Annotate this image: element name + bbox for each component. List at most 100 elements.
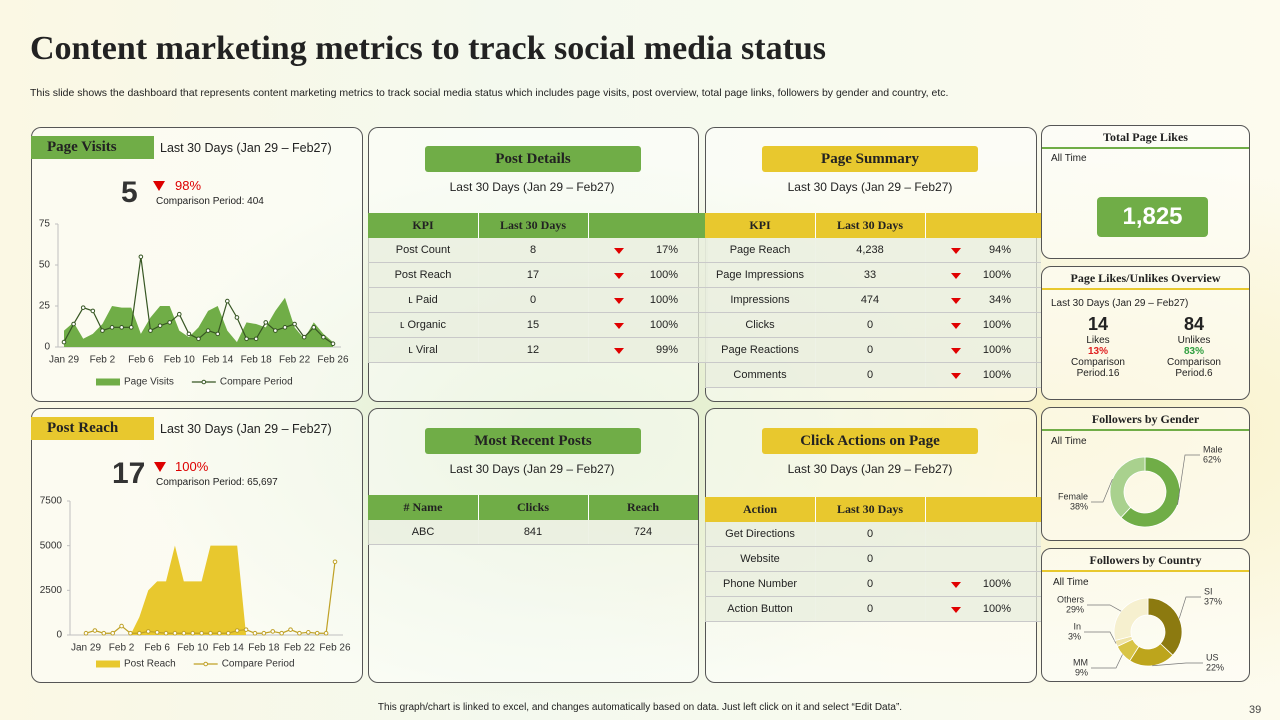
down-arrow	[951, 248, 961, 254]
table-cell: Page Reach	[729, 244, 791, 256]
down-arrow	[614, 248, 624, 254]
change: 100%	[175, 459, 209, 474]
divider	[1042, 429, 1249, 431]
unlikes-label: Unlikes	[1177, 335, 1211, 346]
down-arrow	[951, 582, 961, 588]
change-cell: 17%	[655, 244, 678, 256]
table-cell: ʟ Viral	[408, 344, 438, 356]
table-cell: 0	[866, 578, 874, 590]
down-arrow	[951, 323, 961, 329]
table-header-row	[705, 213, 1041, 238]
unlikes-change: 83%	[1183, 346, 1204, 357]
table-cell: ʟ Organic	[399, 319, 446, 331]
table-cell: 12	[526, 344, 540, 356]
table-header-cell: Action	[743, 502, 777, 516]
table-cell: 474	[860, 294, 880, 306]
table-cell: Get Directions	[725, 528, 795, 540]
table-row	[705, 288, 1041, 313]
down-arrow	[951, 273, 961, 279]
table-cell: Post Reach	[394, 269, 452, 281]
change-cell: 100%	[982, 319, 1011, 331]
table-cell: 0	[866, 553, 874, 565]
panel-title: Page Likes/Unlikes Overview	[1070, 271, 1221, 285]
country-panel: Followers by Country All Time	[1041, 548, 1250, 682]
table-cell: Post Count	[395, 244, 451, 256]
title: Content marketing metrics to track socia…	[30, 30, 827, 67]
table-header-row	[368, 213, 708, 238]
gender-panel: Followers by Gender All Time	[1041, 407, 1250, 541]
table-row	[368, 338, 708, 363]
period: Last 30 Days (Jan 29 – Feb27)	[160, 141, 332, 155]
panel-title: Followers by Gender	[1091, 412, 1200, 426]
period: Last 30 Days (Jan 29 – Feb27)	[160, 422, 332, 436]
total-likes-panel: Total Page Likes All Time 1,825	[1041, 125, 1250, 259]
table-header-row	[705, 497, 1041, 522]
panel-tag: Page Visits	[31, 136, 154, 159]
table-row	[368, 288, 708, 313]
unlikes-block: 84 Unlikes 83% Comparison Period.6	[1154, 314, 1234, 379]
table-cell: 0	[529, 294, 537, 306]
table-row	[705, 572, 1041, 597]
table-cell: 17	[526, 269, 540, 281]
table-row	[705, 238, 1041, 263]
divider	[1042, 288, 1249, 290]
table-header-cell: KPI	[412, 218, 434, 232]
page-number: 39	[1249, 704, 1262, 716]
table-cell: 8	[529, 244, 537, 256]
down-arrow	[154, 462, 166, 472]
panel-tag: Post Reach	[31, 417, 154, 440]
down-arrow	[153, 181, 165, 191]
down-arrow	[614, 323, 624, 329]
down-arrow	[614, 348, 624, 354]
divider	[1042, 570, 1249, 572]
table-cell: 0	[866, 344, 874, 356]
subtitle: All Time	[1051, 153, 1087, 164]
change-cell: 100%	[982, 578, 1011, 590]
period: Last 30 Days (Jan 29 – Feb27)	[1051, 298, 1189, 309]
table-row	[705, 338, 1041, 363]
period: Last 30 Days (Jan 29 – Feb27)	[787, 180, 953, 194]
table-cell: 15	[526, 319, 540, 331]
table-cell: Impressions	[730, 294, 790, 306]
likes-label: Likes	[1086, 335, 1110, 346]
down-arrow	[951, 373, 961, 379]
table-header-cell: KPI	[749, 218, 771, 232]
change-cell: 100%	[982, 269, 1011, 281]
table-header-cell: # Name	[403, 500, 443, 514]
page-visits-panel	[31, 127, 363, 402]
big-number: 17	[112, 457, 146, 490]
footer-note: This graph/chart is linked to excel, and…	[377, 702, 903, 713]
table-cell: Comments	[733, 369, 787, 381]
table-header-cell: Last 30 Days	[499, 218, 566, 232]
likes-overview-panel: Page Likes/Unlikes Overview Last 30 Days…	[1041, 266, 1250, 400]
table-cell: Phone Number	[723, 578, 797, 590]
table-cell: Page Reactions	[721, 344, 799, 356]
big-number: 5	[121, 176, 138, 209]
change-cell: 100%	[649, 319, 678, 331]
divider	[1042, 147, 1249, 149]
period: Last 30 Days (Jan 29 – Feb27)	[449, 462, 615, 476]
down-arrow	[951, 607, 961, 613]
table-row	[705, 547, 1041, 572]
likes-value: 14	[1087, 314, 1109, 334]
down-arrow	[951, 298, 961, 304]
post-reach-panel	[31, 408, 363, 683]
subtitle: All Time	[1053, 577, 1089, 588]
change-cell: 100%	[982, 603, 1011, 615]
section-title: Page Summary	[762, 146, 978, 172]
period: Last 30 Days (Jan 29 – Feb27)	[787, 462, 953, 476]
table-cell: ABC	[411, 526, 435, 538]
table-cell: 4,238	[856, 244, 884, 256]
table-cell: 0	[866, 319, 874, 331]
table-cell: Clicks	[745, 319, 775, 331]
table-cell: ʟ Paid	[408, 294, 438, 306]
table-row	[705, 522, 1041, 547]
table-cell: Action Button	[727, 603, 793, 615]
down-arrow	[614, 298, 624, 304]
panel-title: Followers by Country	[1089, 553, 1202, 567]
section-title: Post Details	[425, 146, 641, 172]
unlikes-value: 84	[1183, 314, 1205, 334]
table-cell: 0	[866, 603, 874, 615]
section-title: Click Actions on Page	[762, 428, 978, 454]
